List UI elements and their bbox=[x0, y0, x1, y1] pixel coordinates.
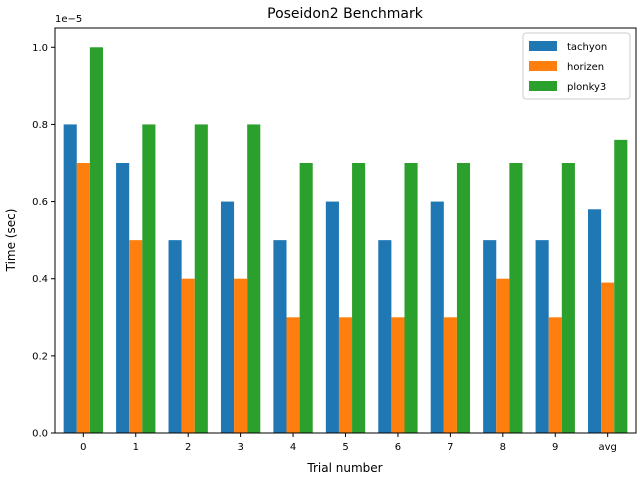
y-tick-label: 0.6 bbox=[32, 197, 48, 208]
y-tick-label: 0.0 bbox=[32, 429, 48, 440]
bar-horizen-4 bbox=[286, 317, 300, 433]
y-tick-label: 0.4 bbox=[32, 274, 48, 285]
y-axis-label: Time (sec) bbox=[4, 209, 18, 273]
bar-horizen-avg bbox=[601, 282, 615, 433]
legend-label-horizen: horizen bbox=[567, 62, 604, 73]
y-offset-label: 1e−5 bbox=[55, 14, 82, 25]
legend-swatch-tachyon bbox=[529, 41, 557, 51]
x-tick-label: 4 bbox=[290, 442, 296, 453]
y-tick-label: 1.0 bbox=[32, 43, 48, 54]
x-tick-label: 0 bbox=[80, 442, 86, 453]
bar-tachyon-1 bbox=[116, 163, 130, 433]
legend-swatch-plonky3 bbox=[529, 81, 557, 91]
x-tick-label: 5 bbox=[342, 442, 348, 453]
bar-plonky3-2 bbox=[194, 124, 208, 433]
bar-horizen-6 bbox=[391, 317, 405, 433]
bar-horizen-3 bbox=[234, 278, 248, 433]
chart-title: Poseidon2 Benchmark bbox=[267, 6, 424, 22]
x-tick-label: 8 bbox=[500, 442, 506, 453]
legend: tachyon horizen plonky3 bbox=[522, 32, 631, 100]
x-tick-label: 7 bbox=[447, 442, 453, 453]
bar-plonky3-9 bbox=[561, 163, 575, 433]
bar-horizen-1 bbox=[129, 240, 143, 433]
bar-tachyon-0 bbox=[63, 124, 77, 433]
bar-plonky3-avg bbox=[614, 139, 628, 433]
axes-frame bbox=[54, 27, 637, 434]
x-axis-ticks: 0 1 2 3 4 5 6 7 8 9 avg bbox=[80, 433, 617, 453]
legend-label-tachyon: tachyon bbox=[567, 42, 607, 53]
bar-horizen-5 bbox=[338, 317, 353, 433]
bar-plonky3-3 bbox=[247, 124, 261, 433]
bar-horizen-9 bbox=[548, 317, 562, 433]
bar-plonky3-6 bbox=[404, 163, 418, 433]
bar-tachyon-9 bbox=[535, 240, 549, 433]
bar-plonky3-4 bbox=[299, 163, 313, 433]
bar-tachyon-3 bbox=[220, 201, 235, 433]
legend-label-plonky3: plonky3 bbox=[567, 82, 606, 93]
bar-horizen-0 bbox=[76, 163, 90, 433]
bar-tachyon-5 bbox=[325, 201, 339, 433]
bar-tachyon-6 bbox=[378, 240, 392, 433]
bar-tachyon-avg bbox=[588, 209, 602, 433]
x-tick-label: 3 bbox=[237, 442, 243, 453]
bar-plonky3-8 bbox=[509, 163, 523, 433]
x-tick-label: 6 bbox=[395, 442, 401, 453]
bar-tachyon-2 bbox=[168, 240, 182, 433]
y-tick-label: 0.8 bbox=[32, 120, 48, 131]
bar-tachyon-8 bbox=[483, 240, 497, 433]
x-tick-label: 1 bbox=[133, 442, 139, 453]
x-tick-label: 9 bbox=[552, 442, 558, 453]
y-tick-label: 0.2 bbox=[32, 351, 48, 362]
bar-horizen-8 bbox=[496, 278, 510, 433]
bar-plonky3-1 bbox=[142, 124, 156, 433]
y-axis-ticks: 0.0 0.2 0.4 0.6 0.8 1.0 bbox=[32, 43, 55, 440]
bar-plonky3-7 bbox=[456, 163, 471, 433]
x-tick-label: 2 bbox=[185, 442, 191, 453]
x-axis-label: Trial number bbox=[306, 461, 382, 475]
bar-tachyon-4 bbox=[273, 240, 287, 433]
bar-plonky3-0 bbox=[89, 47, 103, 434]
bar-plonky3-5 bbox=[352, 163, 366, 433]
bars-group bbox=[63, 47, 628, 434]
x-tick-label: avg bbox=[598, 442, 616, 453]
legend-swatch-horizen bbox=[529, 61, 557, 71]
bar-tachyon-7 bbox=[430, 201, 444, 433]
bar-horizen-7 bbox=[443, 317, 457, 433]
bar-horizen-2 bbox=[181, 278, 195, 433]
